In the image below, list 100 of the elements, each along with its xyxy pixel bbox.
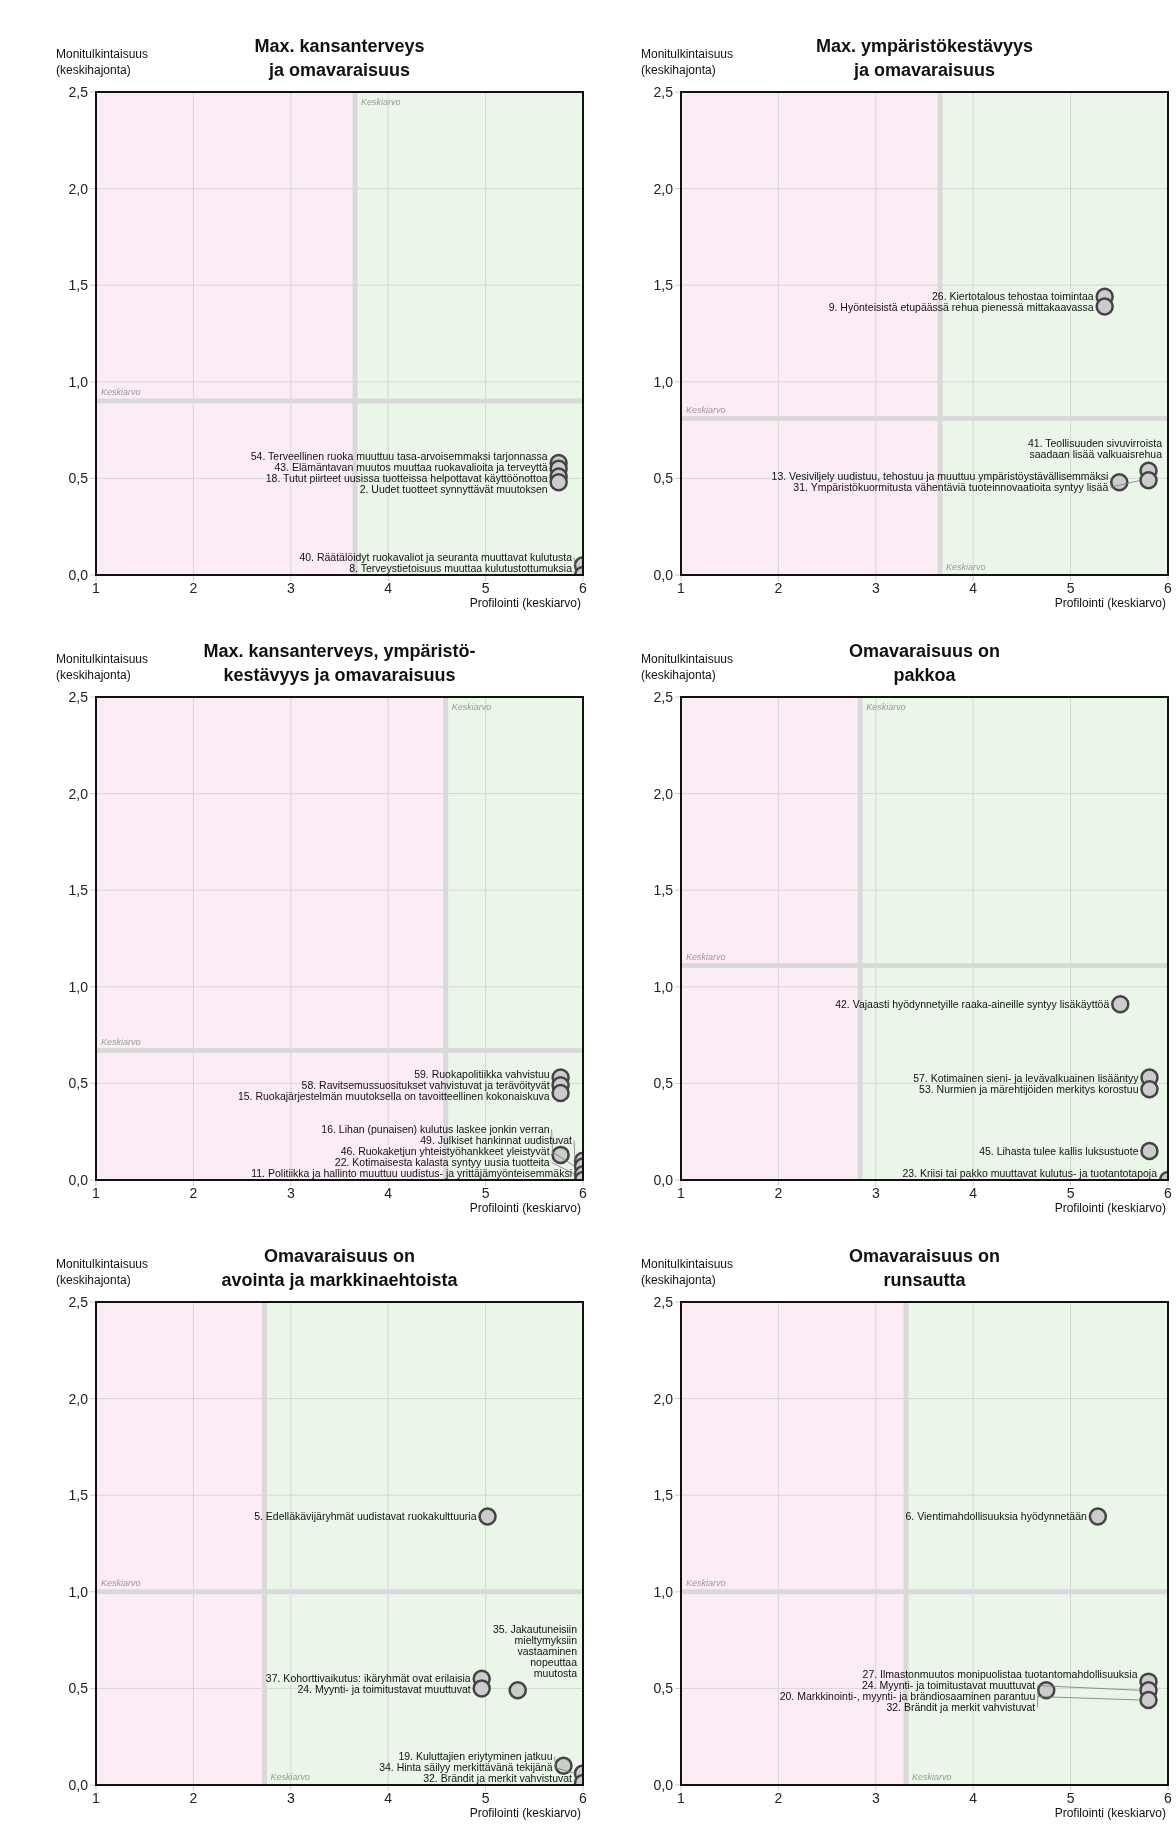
y-tick-label: 0,5 [653,1075,674,1092]
y-axis-title: Monitulkintaisuus (keskihajonta) [56,1257,149,1287]
annotation: 19. Kuluttajien eriytyminen jatkuu [398,1750,553,1762]
x-tick-label: 5 [481,1184,490,1201]
point [554,1756,573,1775]
annotation: 42. Vajaasti hyödynnetyille raaka-aineille syntyy lisäkäyttöä [835,998,1110,1011]
y-tick-label: 0,0 [653,1776,674,1793]
ref-line-label: Keskiarvo [686,1577,726,1588]
y-tick-label: 2,5 [68,688,89,705]
y-tick-label: 2,5 [68,83,89,100]
annotation: 43. Elämäntavan muutos muuttaa ruokavalioita ja terveyttä [274,461,548,474]
point [1140,1141,1159,1161]
y-tick-label: 0,5 [68,1680,89,1697]
point [1139,471,1158,490]
x-tick-label: 1 [677,1184,686,1201]
y-axis-title: Monitulkintaisuus (keskihajonta) [641,1257,734,1287]
y-tick-label: 2,5 [653,1293,674,1310]
point [1140,1079,1159,1099]
y-tick-label: 1,0 [68,373,89,390]
annotation: 27. Ilmastonmuutos monipuolistaa tuotantomahdollisuuksia [862,1668,1138,1681]
x-tick-label: 3 [871,1184,880,1201]
x-axis-title: Profilointi (keskiarvo) [469,596,581,610]
annotation: 24. Myynti- ja toimitustavat muuttuvat [861,1679,1036,1692]
ref-line-label: Keskiarvo [866,702,906,712]
y-tick-label: 1,0 [653,978,674,995]
x-tick-label: 1 [677,1789,686,1806]
y-tick-label: 2,0 [68,180,89,197]
point [478,1507,497,1526]
y-tick-label: 2,0 [653,180,674,197]
y-tick-label: 0,0 [653,1171,674,1188]
x-tick-label: 4 [969,579,978,596]
y-tick-label: 0,0 [68,1776,89,1793]
y-tick-label: 2,0 [653,785,674,802]
ref-line-label: Keskiarvo [946,562,986,572]
x-axis-title: Profilointi (keskiarvo) [1054,596,1166,610]
x-tick-label: 5 [1066,579,1075,596]
point [472,1679,491,1698]
x-tick-label: 1 [92,579,101,596]
point [1111,994,1130,1014]
ref-line-label: Keskiarvo [101,387,141,398]
x-tick-label: 2 [774,579,783,596]
y-tick-label: 1,0 [68,1583,89,1600]
annotation: 22. Kotimaisesta kalasta syntyy uusia tuotteita [334,1156,550,1168]
point [1139,1690,1158,1710]
x-tick-label: 1 [92,1789,101,1806]
x-tick-label: 6 [1164,1184,1173,1201]
x-axis-title: Profilointi (keskiarvo) [469,1201,581,1215]
x-tick-label: 2 [774,1184,783,1201]
y-tick-label: 1,5 [653,882,674,899]
annotation: 9. Hyönteisistä etupäässä rehua pienessä mittakaavassa [828,301,1094,314]
x-tick-label: 5 [1066,1184,1075,1201]
y-tick-label: 0,5 [68,470,89,487]
x-tick-label: 4 [384,1789,393,1806]
point [1088,1507,1108,1526]
x-axis-title: Profilointi (keskiarvo) [1054,1806,1166,1820]
x-tick-label: 3 [286,1184,295,1201]
x-tick-label: 5 [481,1789,490,1806]
y-tick-label: 2,5 [653,688,674,705]
x-tick-label: 4 [969,1789,978,1806]
x-tick-label: 5 [481,579,490,596]
x-tick-label: 6 [1164,1789,1173,1806]
x-tick-label: 5 [1066,1789,1075,1806]
ref-line-label: Keskiarvo [101,1036,141,1047]
annotation: 54. Terveellinen ruoka muuttuu tasa-arvoisemmaksi tarjonnassa [250,450,548,463]
x-tick-label: 2 [189,1184,198,1201]
annotation: 32. Brändit ja merkit vahvistuvat [886,1701,1036,1714]
annotation: 8. Terveystietoisuus muuttaa kulutustottumuksia [349,562,573,574]
annotation: 59. Ruokapolitiikka vahvistuu [414,1068,550,1081]
annotation: 53. Nurmien ja märehtijöiden merkitys korostuu [919,1083,1139,1096]
y-tick-label: 1,5 [68,277,89,294]
y-tick-label: 2,0 [68,1390,89,1407]
y-tick-label: 0,5 [68,1075,89,1092]
annotation: 6. Vientimahdollisuuksia hyödynnetään [905,1510,1088,1523]
ref-line-label: Keskiarvo [451,702,492,712]
annotation: 18. Tutut piirteet uusissa tuotteissa helpottavat käyttöönottoa [265,472,548,485]
annotation: 32. Brändit ja merkit vahvistuvat [423,1772,573,1784]
chart-title: Max. kansanterveys ja omavaraisuus [254,36,425,80]
annotation: 34. Hinta säilyy merkittävänä tekijänä [379,1761,553,1773]
ref-line-label: Keskiarvo [361,97,401,107]
x-tick-label: 4 [384,1184,393,1201]
chart-title: Max. ympäristökestävyys ja omavaraisuus [815,36,1034,80]
x-tick-label: 2 [189,1789,198,1806]
ref-line-label: Keskiarvo [686,951,726,962]
annotation: 37. Kohorttivaikutus: ikäryhmät ovat erilaisia [265,1672,471,1685]
y-tick-label: 0,5 [653,470,674,487]
x-tick-label: 3 [871,1789,880,1806]
x-tick-label: 4 [969,1184,978,1201]
x-tick-label: 3 [286,579,295,596]
annotation: 35. Jakautuneisiin mieltymyksiin vastaaminen nopeuttaa muutosta [492,1623,578,1680]
annotation: 57. Kotimainen sieni- ja levävalkuainen lisääntyy [913,1071,1140,1084]
y-tick-label: 1,5 [68,1487,89,1504]
x-tick-label: 6 [1164,579,1173,596]
chart-title: Max. kansanterveys, ympäristö- kestävyys ja omavaraisuus [203,641,476,685]
y-axis-title: Monitulkintaisuus (keskihajonta) [641,652,734,682]
annotation: 26. Kiertotalous tehostaa toimintaa [932,290,1094,303]
x-tick-label: 3 [286,1789,295,1806]
x-tick-label: 6 [579,579,588,596]
annotation: 2. Uudet tuotteet synnyttävät muutoksen [359,483,548,496]
ref-line-label: Keskiarvo [911,1772,952,1782]
y-tick-label: 1,5 [653,1487,674,1504]
